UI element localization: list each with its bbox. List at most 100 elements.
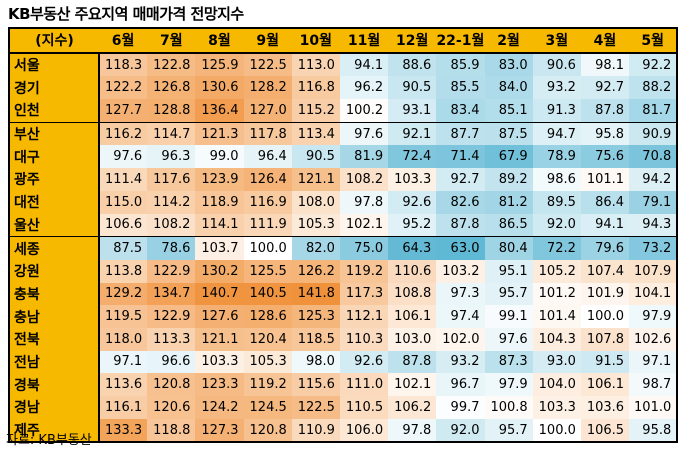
index-cell: 96.6 xyxy=(147,350,196,374)
index-cell: 106.6 xyxy=(99,213,148,238)
index-cell: 92.6 xyxy=(339,350,389,374)
forecast-index-table: (지수) 6월 7월 8월 9월 10월 11월 12월 22-1월 2월 3월 4월 5월 서울 11… xyxy=(8,27,679,444)
region-label: 제주 xyxy=(9,418,100,443)
index-cell: 89.2 xyxy=(484,168,533,191)
region-label: 경남 xyxy=(9,396,100,419)
index-cell: 99.0 xyxy=(195,145,244,169)
index-cell: 107.8 xyxy=(580,327,630,351)
index-cell: 115.6 xyxy=(291,373,340,396)
index-cell: 105.2 xyxy=(532,259,581,283)
index-cell: 87.8 xyxy=(388,350,437,374)
region-label: 경북 xyxy=(9,373,100,396)
index-cell: 96.7 xyxy=(436,373,485,396)
index-cell: 101.1 xyxy=(580,168,630,191)
table-row: 인천 127.7 128.8 136.4 127.0 115.2 100.2 93.1 83.4… xyxy=(9,99,678,123)
index-cell: 101.9 xyxy=(580,282,630,306)
index-cell: 127.6 xyxy=(195,305,244,328)
index-cell: 121.1 xyxy=(291,168,340,191)
index-cell: 114.7 xyxy=(147,122,196,146)
index-cell: 92.6 xyxy=(388,190,437,214)
index-cell: 81.7 xyxy=(629,99,678,123)
index-cell: 120.8 xyxy=(243,418,292,443)
index-cell: 102.1 xyxy=(388,373,437,396)
index-cell: 91.5 xyxy=(580,350,630,374)
index-cell: 97.8 xyxy=(339,190,389,214)
index-cell: 84.0 xyxy=(484,76,533,100)
index-cell: 129.2 xyxy=(99,282,148,306)
month-header: 4월 xyxy=(580,28,630,54)
region-label: 서울 xyxy=(9,52,100,77)
index-cell: 117.6 xyxy=(147,168,196,191)
month-header: 12월 xyxy=(388,28,437,54)
index-cell: 106.2 xyxy=(388,396,437,419)
table-row: 부산 116.2 114.7 121.3 117.8 113.4 97.6 92.1 87.7 8… xyxy=(9,122,678,146)
index-cell: 122.9 xyxy=(147,305,196,328)
index-cell: 72.2 xyxy=(532,236,581,260)
index-cell: 127.0 xyxy=(243,99,292,123)
table-row: 강원 113.8 122.9 130.2 125.5 126.2 119.2 110.6 103… xyxy=(9,259,678,283)
table-row: 울산 106.6 108.2 114.1 111.9 105.3 102.1 95.2 87.8… xyxy=(9,213,678,238)
region-label: 대전 xyxy=(9,190,100,214)
index-cell: 92.1 xyxy=(388,122,437,146)
table-row: 경기 122.2 126.8 130.6 128.2 116.8 96.2 90.5 85.5 8… xyxy=(9,76,678,100)
index-cell: 103.6 xyxy=(580,396,630,419)
index-cell: 141.8 xyxy=(291,282,340,306)
index-cell: 114.1 xyxy=(195,213,244,238)
table-row: 경북 113.6 120.8 123.3 119.2 115.6 111.0 102.1 96.… xyxy=(9,373,678,396)
index-cell: 97.6 xyxy=(339,122,389,146)
index-cell: 122.2 xyxy=(99,76,148,100)
table-row: 대구 97.6 96.3 99.0 96.4 90.5 81.9 72.4 71.4 67.9 78… xyxy=(9,145,678,169)
month-header: 7월 xyxy=(147,28,196,54)
index-cell: 88.6 xyxy=(388,52,437,77)
index-cell: 101.2 xyxy=(532,282,581,306)
index-cell: 124.2 xyxy=(195,396,244,419)
index-cell: 97.1 xyxy=(629,350,678,374)
index-cell: 101.4 xyxy=(532,305,581,328)
index-cell: 125.9 xyxy=(195,52,244,77)
index-cell: 92.0 xyxy=(532,213,581,238)
index-cell: 100.2 xyxy=(339,99,389,123)
index-cell: 105.3 xyxy=(291,213,340,238)
index-cell: 95.1 xyxy=(484,259,533,283)
index-cell: 125.3 xyxy=(291,305,340,328)
index-cell: 104.1 xyxy=(629,282,678,306)
region-label: 부산 xyxy=(9,122,100,146)
index-cell: 97.8 xyxy=(388,418,437,443)
index-cell: 71.4 xyxy=(436,145,485,169)
index-cell: 116.8 xyxy=(291,76,340,100)
index-cell: 102.6 xyxy=(629,327,678,351)
month-header: 10월 xyxy=(291,28,340,54)
index-cell: 93.1 xyxy=(388,99,437,123)
region-label: 충남 xyxy=(9,305,100,328)
index-cell: 126.2 xyxy=(291,259,340,283)
index-cell: 120.6 xyxy=(147,396,196,419)
index-cell: 94.1 xyxy=(580,213,630,238)
region-label: 광주 xyxy=(9,168,100,191)
index-cell: 113.6 xyxy=(99,373,148,396)
region-label: 경기 xyxy=(9,76,100,100)
index-cell: 91.3 xyxy=(532,99,581,123)
table-title: KB부동산 주요지역 매매가격 전망지수 xyxy=(8,5,244,23)
index-cell: 116.1 xyxy=(99,396,148,419)
index-cell: 79.6 xyxy=(580,236,630,260)
index-cell: 119.5 xyxy=(99,305,148,328)
table-row: 대전 115.0 114.2 118.9 116.9 108.0 97.8 92.6 82.6 8… xyxy=(9,190,678,214)
index-cell: 100.0 xyxy=(243,236,292,260)
index-cell: 94.1 xyxy=(339,52,389,77)
index-cell: 97.1 xyxy=(99,350,148,374)
table-row: 서울 118.3 122.8 125.9 122.5 113.0 94.1 88.6 85.9 8… xyxy=(9,52,678,77)
index-cell: 67.9 xyxy=(484,145,533,169)
index-cell: 93.0 xyxy=(532,350,581,374)
table-body: 서울 118.3 122.8 125.9 122.5 113.0 94.1 88.6 85.9 8… xyxy=(9,52,678,443)
index-cell: 119.2 xyxy=(243,373,292,396)
table-row: 광주 111.4 117.6 123.9 126.4 121.1 108.2 103.3 92.… xyxy=(9,168,678,191)
index-cell: 93.2 xyxy=(532,76,581,100)
index-cell: 97.9 xyxy=(484,373,533,396)
index-cell: 96.3 xyxy=(147,145,196,169)
index-cell: 98.1 xyxy=(580,52,630,77)
index-cell: 86.4 xyxy=(580,190,630,214)
index-cell: 63.0 xyxy=(436,236,485,260)
index-cell: 108.2 xyxy=(147,213,196,238)
index-cell: 104.3 xyxy=(532,327,581,351)
index-cell: 86.5 xyxy=(484,213,533,238)
